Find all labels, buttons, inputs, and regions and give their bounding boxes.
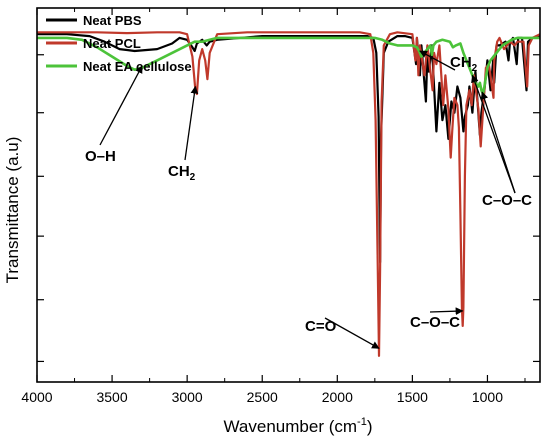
y-axis-label: Transmittance (a.u) xyxy=(3,137,22,284)
series-layer xyxy=(37,31,541,357)
x-tick-label: 3500 xyxy=(96,389,127,405)
x-tick-labels: 4000 3500 3000 2500 2000 1500 1000 xyxy=(21,389,503,405)
plot-frame xyxy=(36,7,541,383)
legend-label-pcl: Neat PCL xyxy=(83,36,141,51)
legend-label-ea-cellulose: Neat EA cellulose xyxy=(83,59,192,74)
series-line-ea-cellulose xyxy=(37,36,540,96)
legend: Neat PBS Neat PCL Neat EA cellulose xyxy=(46,13,192,74)
arrow-coc-side-2 xyxy=(471,74,516,194)
annotation-arrows xyxy=(99,50,516,349)
series-line-pcl xyxy=(37,31,541,357)
arrow-co xyxy=(324,317,380,349)
axis-ticks xyxy=(36,8,540,382)
x-axis-label-close: ) xyxy=(367,417,373,436)
annotation-ch2-high: CH2 xyxy=(450,54,478,74)
annotation-coc-side: C–O–C xyxy=(482,192,532,209)
x-tick-label: 2500 xyxy=(247,389,278,405)
annotation-oh: O–H xyxy=(85,148,116,165)
legend-label-pbs: Neat PBS xyxy=(83,13,142,28)
annotations: O–H CH2 CH2 C=O C–O–C C–O–C xyxy=(85,54,532,335)
annotation-ch2-low: CH2 xyxy=(168,163,196,183)
x-axis-label-unit-exponent: -1 xyxy=(357,416,367,428)
arrow-ch2-high xyxy=(419,50,456,71)
x-tick-label: 1000 xyxy=(472,389,503,405)
arrow-oh xyxy=(99,65,143,146)
x-axis-label-main: Wavenumber (cm xyxy=(224,417,358,436)
annotation-coc-main: C–O–C xyxy=(410,314,460,331)
x-tick-label: 1500 xyxy=(397,389,428,405)
annotation-co: C=O xyxy=(305,318,337,335)
x-axis-label: Wavenumber (cm-1) xyxy=(224,416,373,436)
arrow-ch2-low xyxy=(184,85,199,161)
x-tick-label: 3000 xyxy=(172,389,203,405)
x-tick-label: 2000 xyxy=(322,389,353,405)
x-tick-label: 4000 xyxy=(21,389,52,405)
arrow-coc-main xyxy=(429,307,464,316)
